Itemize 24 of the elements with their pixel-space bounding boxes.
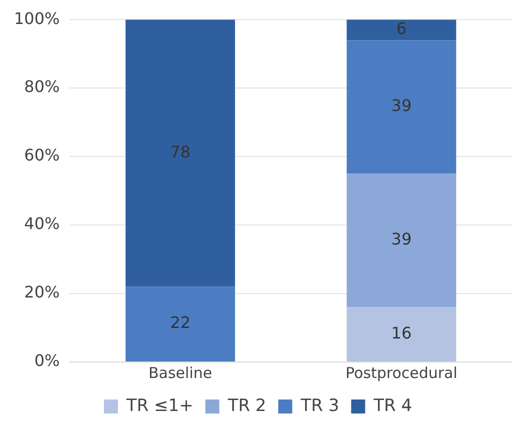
data-label: 22 (170, 313, 190, 332)
y-tick-label: 0% (34, 351, 60, 370)
data-label: 6 (396, 19, 407, 38)
y-tick-label: 20% (24, 282, 60, 302)
bar (346, 174, 456, 308)
data-label: 39 (391, 96, 412, 116)
x-tick-label: Baseline (148, 364, 212, 382)
bar (126, 20, 236, 287)
y-tick-label: 40% (24, 214, 60, 234)
bar (126, 286, 236, 362)
bar (346, 307, 456, 362)
y-tick-label: 80% (24, 77, 60, 96)
y-tick-label: 60% (24, 146, 60, 165)
data-label: 16 (391, 324, 412, 343)
legend-label: TR ≤1+ (125, 396, 194, 416)
y-tick-label: 100% (14, 8, 60, 28)
legend-label: TR 2 (226, 396, 266, 416)
x-tick-label: Postprocedural (345, 364, 458, 382)
data-label: 78 (170, 142, 190, 162)
bar (346, 40, 456, 174)
legend-label: TR 3 (300, 396, 340, 416)
legend-label: TR 4 (372, 396, 412, 416)
data-label: 39 (391, 230, 412, 249)
bar (346, 20, 456, 40)
